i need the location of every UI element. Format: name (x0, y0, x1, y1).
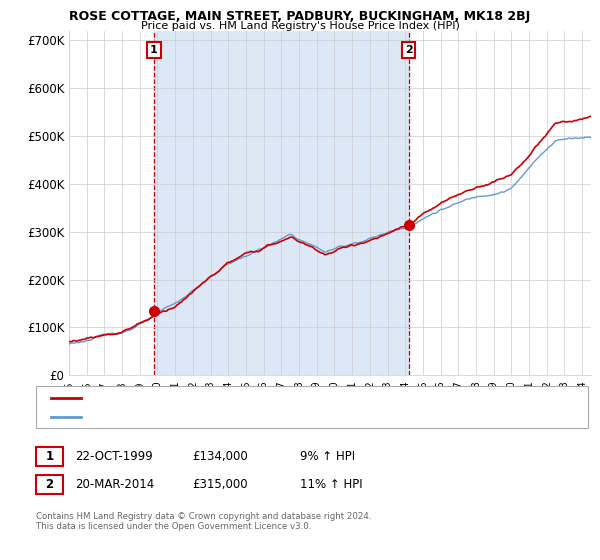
Text: 9% ↑ HPI: 9% ↑ HPI (300, 450, 355, 463)
Text: 22-OCT-1999: 22-OCT-1999 (75, 450, 153, 463)
Text: Price paid vs. HM Land Registry's House Price Index (HPI): Price paid vs. HM Land Registry's House … (140, 21, 460, 31)
Text: 1: 1 (46, 450, 53, 463)
Text: 1: 1 (150, 45, 158, 55)
Text: 11% ↑ HPI: 11% ↑ HPI (300, 478, 362, 491)
Text: HPI: Average price, semi-detached house, Buckinghamshire: HPI: Average price, semi-detached house,… (87, 412, 371, 421)
Text: £315,000: £315,000 (192, 478, 248, 491)
Bar (154, 31, 409, 375)
Text: This data is licensed under the Open Government Licence v3.0.: This data is licensed under the Open Gov… (36, 522, 311, 531)
Text: £134,000: £134,000 (192, 450, 248, 463)
Text: Contains HM Land Registry data © Crown copyright and database right 2024.: Contains HM Land Registry data © Crown c… (36, 512, 371, 521)
Text: 2: 2 (46, 478, 53, 491)
Text: 20-MAR-2014: 20-MAR-2014 (75, 478, 154, 491)
Text: ROSE COTTAGE, MAIN STREET, PADBURY, BUCKINGHAM, MK18 2BJ: ROSE COTTAGE, MAIN STREET, PADBURY, BUCK… (70, 10, 530, 23)
Text: 2: 2 (405, 45, 413, 55)
Text: ROSE COTTAGE, MAIN STREET, PADBURY, BUCKINGHAM, MK18 2BJ (semi-detached hous: ROSE COTTAGE, MAIN STREET, PADBURY, BUCK… (87, 394, 503, 403)
